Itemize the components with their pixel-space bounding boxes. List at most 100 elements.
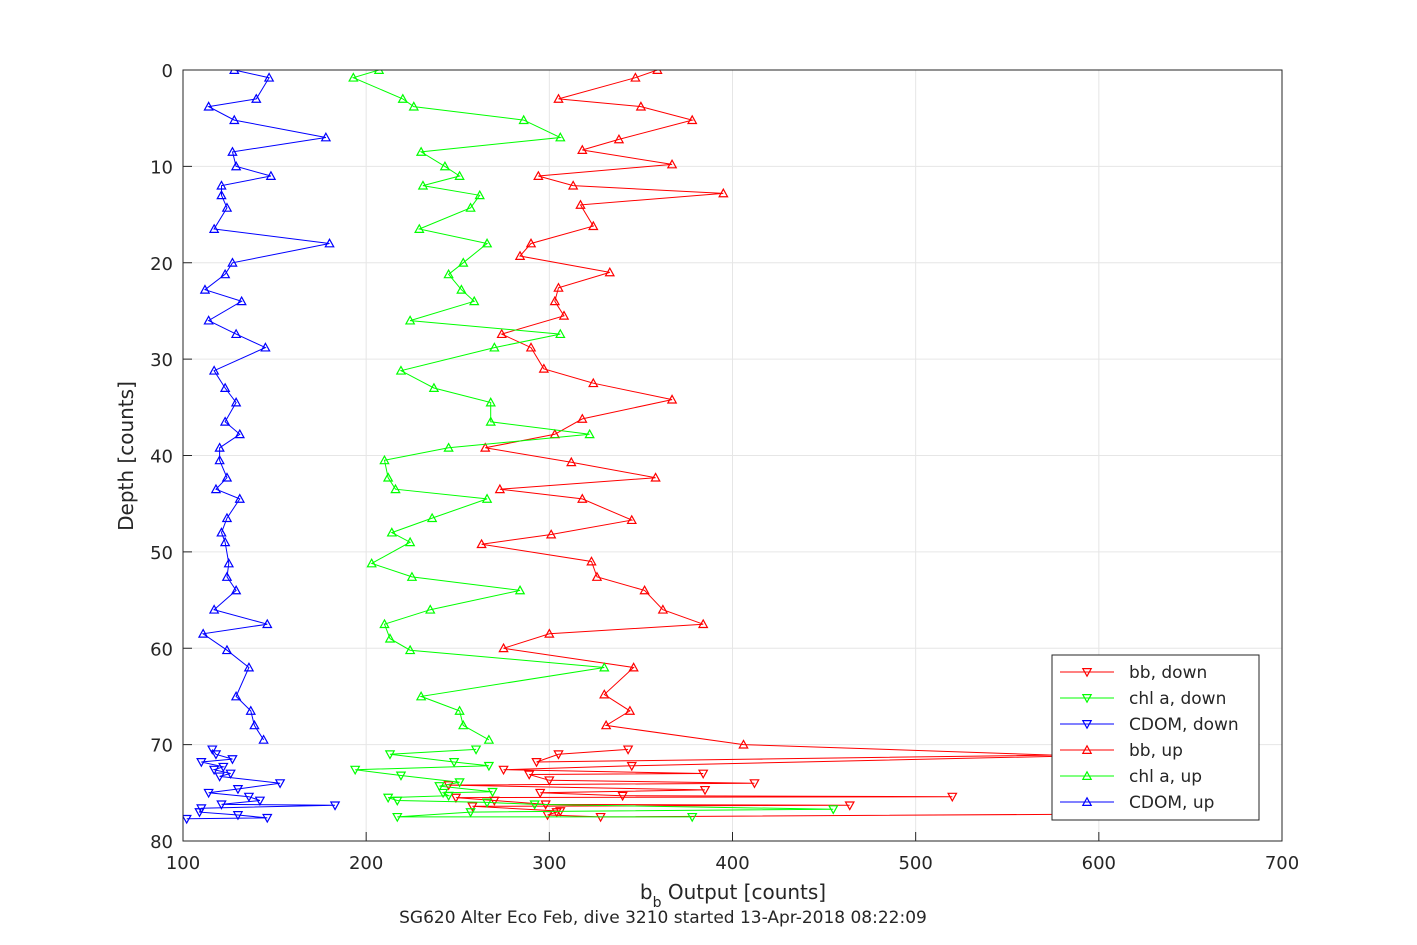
data-point-marker	[243, 792, 255, 803]
data-point-marker	[214, 442, 225, 452]
y-tick-label: 30	[150, 350, 173, 371]
data-point-marker	[221, 571, 233, 581]
data-point-marker	[219, 382, 231, 392]
data-point-marker	[406, 571, 418, 581]
chart-caption: SG620 Alter Eco Feb, dive 3210 started 1…	[399, 908, 927, 928]
data-point-marker	[588, 377, 599, 388]
data-point-marker	[379, 454, 390, 465]
data-point-marker	[525, 238, 537, 248]
x-tick-label: 300	[532, 853, 566, 874]
data-point-marker	[828, 805, 839, 815]
data-point-marker	[274, 779, 286, 789]
data-point-marker	[210, 750, 222, 760]
data-point-marker	[657, 604, 669, 614]
data-point-marker	[227, 755, 238, 765]
data-point-marker	[613, 133, 625, 144]
data-point-marker	[575, 199, 586, 209]
legend-marker	[1081, 744, 1093, 754]
data-point-marker	[538, 363, 550, 373]
series-line	[351, 70, 605, 741]
data-point-marker	[382, 793, 394, 804]
data-point-marker	[666, 159, 678, 169]
data-point-marker	[639, 584, 650, 595]
data-point-marker	[650, 472, 661, 482]
data-point-marker	[373, 70, 385, 74]
data-point-marker	[454, 170, 465, 180]
x-tick-label: 400	[715, 853, 749, 874]
data-point-marker	[443, 791, 454, 802]
data-point-marker	[738, 739, 749, 749]
data-point-marker	[600, 719, 612, 730]
data-point-marker	[208, 604, 220, 614]
data-point-marker	[199, 284, 211, 294]
data-point-marker	[415, 691, 427, 701]
data-point-marker	[216, 180, 227, 190]
legend-entry: bb, up	[1060, 741, 1183, 761]
data-point-marker	[465, 808, 476, 818]
data-point-marker	[577, 413, 588, 423]
data-point-marker	[230, 160, 242, 171]
axis-ticks: 100 200 300 400 500 600 700 0 10 20 30 40 50 60 70 80	[150, 61, 1299, 874]
data-point-marker	[232, 811, 244, 821]
legend-box	[1051, 654, 1260, 821]
data-point-marker	[545, 529, 557, 539]
y-tick-label: 70	[150, 736, 173, 757]
data-point-marker	[523, 770, 535, 780]
x-tick-label: 100	[166, 853, 200, 874]
data-point-marker	[534, 788, 546, 799]
data-point-marker	[417, 180, 429, 190]
data-point-marker	[483, 761, 495, 772]
data-point-marker	[448, 758, 460, 768]
data-point-marker	[456, 284, 467, 294]
data-point-marker	[465, 202, 476, 212]
data-point-marker	[203, 315, 214, 325]
data-point-marker	[480, 442, 491, 452]
legend-marker	[1081, 720, 1093, 730]
data-point-marker	[214, 454, 225, 465]
series-chl-a-up	[348, 70, 610, 744]
data-point-marker	[476, 538, 487, 549]
data-point-marker	[415, 146, 427, 156]
data-point-marker	[481, 493, 493, 503]
data-point-marker	[584, 428, 595, 439]
data-point-marker	[245, 705, 256, 715]
data-point-marker	[386, 527, 398, 537]
data-point-marker	[531, 758, 542, 768]
data-point-marker	[219, 416, 231, 426]
data-point-marker	[390, 483, 401, 494]
data-point-marker	[498, 642, 509, 653]
data-point-marker	[549, 295, 561, 306]
data-point-marker	[588, 220, 599, 231]
y-tick-label: 0	[162, 61, 173, 82]
data-point-marker	[392, 796, 403, 806]
series-chl-a-down	[349, 745, 839, 823]
data-point-marker	[384, 633, 396, 643]
y-tick-label: 60	[150, 639, 173, 660]
data-point-marker	[586, 556, 597, 566]
data-point-marker	[533, 170, 544, 180]
data-point-marker	[404, 315, 416, 325]
data-point-marker	[454, 778, 465, 788]
legend-label: chl a, up	[1129, 767, 1202, 787]
series-layer	[183, 70, 1196, 825]
data-point-marker	[320, 132, 332, 142]
x-tick-label: 200	[349, 853, 383, 874]
data-point-marker	[392, 812, 403, 823]
data-point-marker	[395, 365, 407, 375]
data-point-marker	[208, 765, 220, 776]
data-point-marker	[254, 796, 266, 806]
legend-label: bb, up	[1129, 741, 1183, 761]
data-point-marker	[249, 719, 260, 730]
data-point-marker	[221, 472, 233, 482]
data-point-marker	[443, 442, 454, 452]
y-axis-label: Depth [counts]	[114, 381, 138, 531]
data-point-marker	[439, 160, 451, 171]
data-point-marker	[947, 792, 958, 803]
data-point-marker	[329, 801, 341, 811]
x-axis-label: bb Output [counts]	[640, 880, 826, 911]
data-point-marker	[263, 72, 275, 82]
y-tick-label: 10	[150, 157, 173, 178]
data-point-marker	[443, 268, 454, 279]
data-point-marker	[553, 93, 564, 103]
